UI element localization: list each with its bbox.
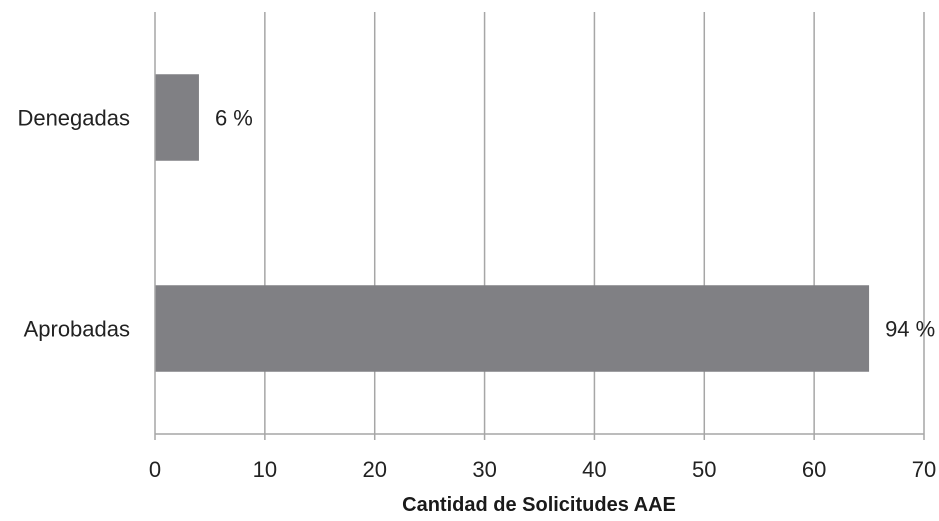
x-tick-label: 40	[582, 457, 606, 482]
y-category-label: Denegadas	[17, 106, 130, 131]
x-tick-label: 70	[912, 457, 936, 482]
labels: 0 10 20 30 40 50 60 70 Denegadas 6 % Aprobadas 94 %	[17, 106, 936, 483]
bars	[155, 74, 870, 372]
x-tick-label: 50	[692, 457, 716, 482]
bar-denegadas	[155, 74, 199, 161]
x-tick-label: 30	[472, 457, 496, 482]
x-axis-title: Cantidad de Solicitudes AAE	[402, 494, 676, 516]
x-tick-label: 10	[253, 457, 277, 482]
x-tick-label: 60	[802, 457, 826, 482]
axes	[154, 12, 925, 440]
x-tick-label: 20	[362, 457, 386, 482]
gridlines	[264, 12, 925, 434]
y-category-label: Aprobadas	[24, 317, 130, 342]
data-label: 6 %	[215, 106, 253, 131]
bar-aprobadas	[155, 285, 870, 372]
data-label: 94 %	[885, 317, 935, 342]
x-tick-label: 0	[149, 457, 161, 482]
